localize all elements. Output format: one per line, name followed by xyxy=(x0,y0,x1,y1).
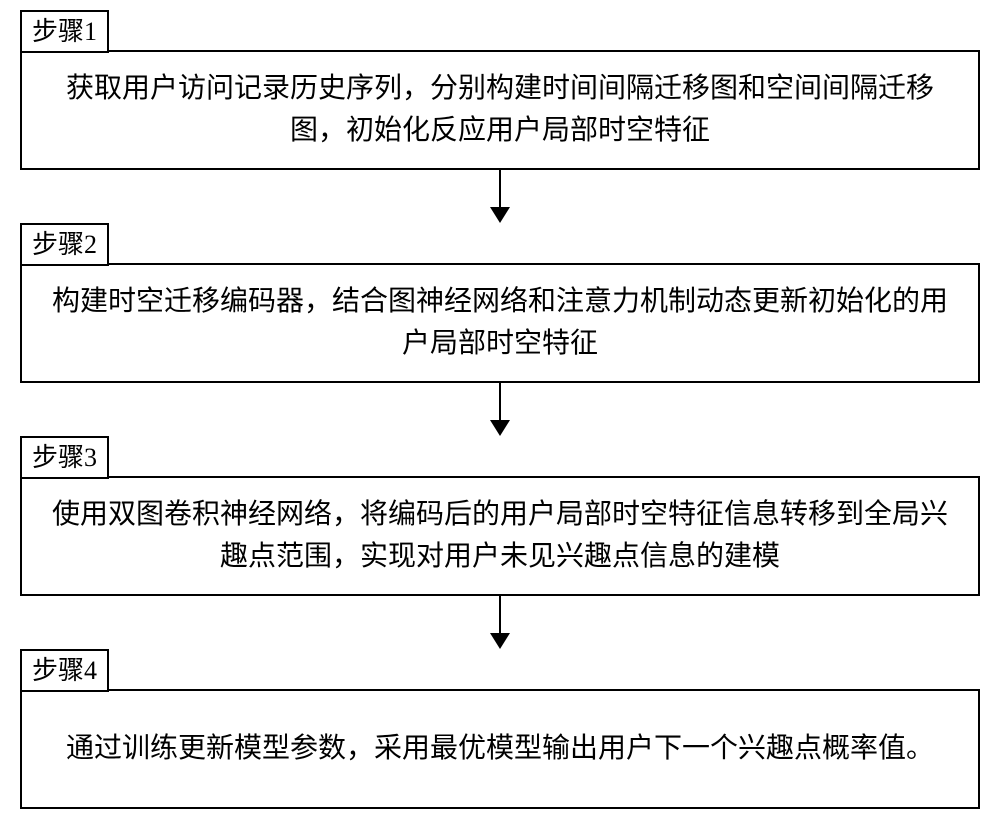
step-2-content: 构建时空迁移编码器，结合图神经网络和注意力机制动态更新初始化的用户局部时空特征 xyxy=(42,281,958,365)
step-4-box: 通过训练更新模型参数，采用最优模型输出用户下一个兴趣点概率值。 xyxy=(20,689,980,809)
step-2-box: 构建时空迁移编码器，结合图神经网络和注意力机制动态更新初始化的用户局部时空特征 xyxy=(20,263,980,383)
step-4-content: 通过训练更新模型参数，采用最优模型输出用户下一个兴趣点概率值。 xyxy=(66,728,934,770)
arrow-3-line xyxy=(499,596,501,636)
step-1-box: 获取用户访问记录历史序列，分别构建时间间隔迁移图和空间间隔迁移图，初始化反应用户… xyxy=(20,50,980,170)
arrow-1-line xyxy=(499,170,501,210)
step-1-content: 获取用户访问记录历史序列，分别构建时间间隔迁移图和空间间隔迁移图，初始化反应用户… xyxy=(42,68,958,152)
step-2-label: 步骤2 xyxy=(20,223,109,266)
arrow-3-head xyxy=(490,633,510,649)
step-4-label-text: 步骤4 xyxy=(32,656,97,685)
step-3-content: 使用双图卷积神经网络，将编码后的用户局部时空特征信息转移到全局兴趣点范围，实现对… xyxy=(42,494,958,578)
step-1-label: 步骤1 xyxy=(20,10,109,53)
step-3-box: 使用双图卷积神经网络，将编码后的用户局部时空特征信息转移到全局兴趣点范围，实现对… xyxy=(20,476,980,596)
arrow-2-head xyxy=(490,420,510,436)
arrow-2-line xyxy=(499,383,501,423)
step-4-label: 步骤4 xyxy=(20,649,109,692)
flowchart-canvas: 步骤1 获取用户访问记录历史序列，分别构建时间间隔迁移图和空间间隔迁移图，初始化… xyxy=(0,0,1000,833)
step-3-label-text: 步骤3 xyxy=(32,443,97,472)
step-2-label-text: 步骤2 xyxy=(32,230,97,259)
step-3-label: 步骤3 xyxy=(20,436,109,479)
step-1-label-text: 步骤1 xyxy=(32,17,97,46)
arrow-1-head xyxy=(490,207,510,223)
